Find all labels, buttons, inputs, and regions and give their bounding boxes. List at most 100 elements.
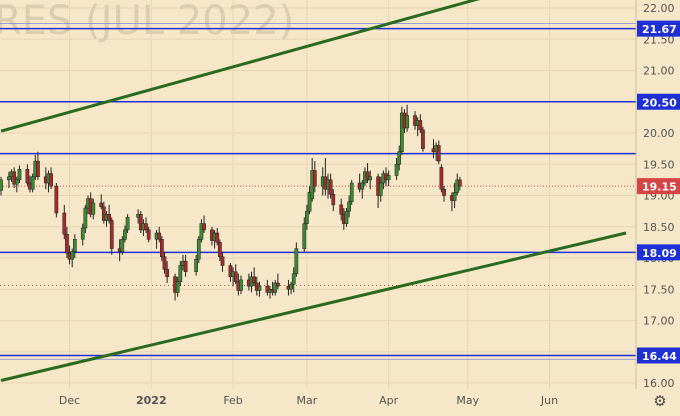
level-price-tag xyxy=(637,244,680,261)
candle-body xyxy=(80,227,85,240)
y-tick-label: 18.50 xyxy=(643,221,675,234)
candle-body xyxy=(91,202,96,215)
candle-body xyxy=(458,179,462,187)
candle-body xyxy=(194,259,198,272)
candles xyxy=(0,104,462,301)
candle-body xyxy=(436,145,441,162)
candle-body xyxy=(12,171,17,185)
candle-body xyxy=(378,182,383,196)
candle-body xyxy=(36,160,40,177)
candle-body xyxy=(138,214,143,231)
candle-body xyxy=(349,182,354,202)
trend-line xyxy=(0,231,627,382)
level-price-tag xyxy=(637,347,680,364)
candle-body xyxy=(257,285,262,291)
last-price-tag xyxy=(637,178,680,195)
x-tick-label: Mar xyxy=(297,394,318,407)
x-tick-label: May xyxy=(456,394,479,407)
candle-body xyxy=(439,167,444,190)
candle-body xyxy=(83,207,88,229)
candle-body xyxy=(162,256,167,270)
candle-body xyxy=(109,220,114,249)
candle-body xyxy=(144,223,148,231)
candle-body xyxy=(397,151,402,165)
candle-body xyxy=(339,204,344,215)
candle-body xyxy=(178,265,183,282)
x-tick-label: Apr xyxy=(379,394,399,407)
candle-body xyxy=(62,212,67,235)
candle-body xyxy=(347,201,351,212)
candle-body xyxy=(294,248,299,274)
candle-body xyxy=(312,170,317,187)
x-tick-label: 2022 xyxy=(136,394,167,407)
candle-body xyxy=(70,251,75,260)
candle-body xyxy=(228,265,233,277)
candle-body xyxy=(328,179,333,195)
candle-body xyxy=(196,239,201,260)
candle-body xyxy=(307,192,312,212)
y-tick-label: 19.50 xyxy=(643,158,675,171)
candle-body xyxy=(99,202,104,207)
candle-body xyxy=(157,232,162,240)
candle-body xyxy=(331,194,336,206)
y-tick-label: 22.00 xyxy=(643,2,675,15)
candle-body xyxy=(146,229,151,240)
candle-body xyxy=(17,169,22,181)
candle-body xyxy=(289,284,293,290)
candle-body xyxy=(165,269,169,277)
y-tick-label: 17.00 xyxy=(643,315,675,328)
candle-body xyxy=(452,192,457,201)
level-price-label: 20.50 xyxy=(642,96,677,109)
candle-body xyxy=(442,189,446,196)
candle-body xyxy=(65,234,69,254)
candle-body xyxy=(273,282,278,293)
y-tick-label: 21.00 xyxy=(643,65,675,78)
level-price-label: 21.67 xyxy=(642,23,677,36)
level-price-tag xyxy=(637,20,680,37)
candle-body xyxy=(199,223,204,240)
candle-body xyxy=(14,179,19,185)
candle-body xyxy=(120,239,125,252)
candle-body xyxy=(399,112,404,152)
y-tick-label: 17.50 xyxy=(643,283,675,296)
trend-line xyxy=(0,0,480,133)
candle-body xyxy=(160,239,164,257)
candle-body xyxy=(49,173,53,187)
level-price-label: 16.44 xyxy=(642,350,677,363)
candle-body xyxy=(183,260,188,272)
gear-icon[interactable]: ⚙ xyxy=(653,392,667,410)
level-price-label: 18.09 xyxy=(642,247,677,260)
candle-body xyxy=(202,223,206,231)
candle-body xyxy=(239,279,243,291)
level-price-tag xyxy=(637,93,680,110)
candle-body xyxy=(344,210,349,224)
candle-body xyxy=(0,179,3,191)
candle-body xyxy=(7,176,11,181)
candle-body xyxy=(107,214,111,221)
last-price-label: 19.15 xyxy=(642,181,677,194)
candle-body xyxy=(54,185,59,214)
trend-lines xyxy=(0,0,627,382)
candle-body xyxy=(291,273,296,285)
candle-body xyxy=(252,276,257,284)
candle-body xyxy=(394,164,399,176)
candle-body xyxy=(218,242,222,257)
candle-body xyxy=(215,232,220,243)
candle-body xyxy=(405,115,409,129)
y-tick-label: 16.00 xyxy=(643,377,675,390)
candle-body xyxy=(125,217,130,231)
x-tick-label: Feb xyxy=(223,394,242,407)
candle-body xyxy=(233,271,238,282)
candle-body xyxy=(305,210,309,224)
candle-body xyxy=(25,169,30,184)
candle-body xyxy=(276,282,280,287)
x-tick-label: Dec xyxy=(59,394,80,407)
symbol-watermark: RES (JUL 2022) xyxy=(0,0,294,44)
candle-body xyxy=(386,175,391,181)
candle-body xyxy=(418,120,423,131)
candle-body xyxy=(360,182,365,190)
y-tick-label: 20.00 xyxy=(643,127,675,140)
x-tick-label: Jun xyxy=(540,394,558,407)
